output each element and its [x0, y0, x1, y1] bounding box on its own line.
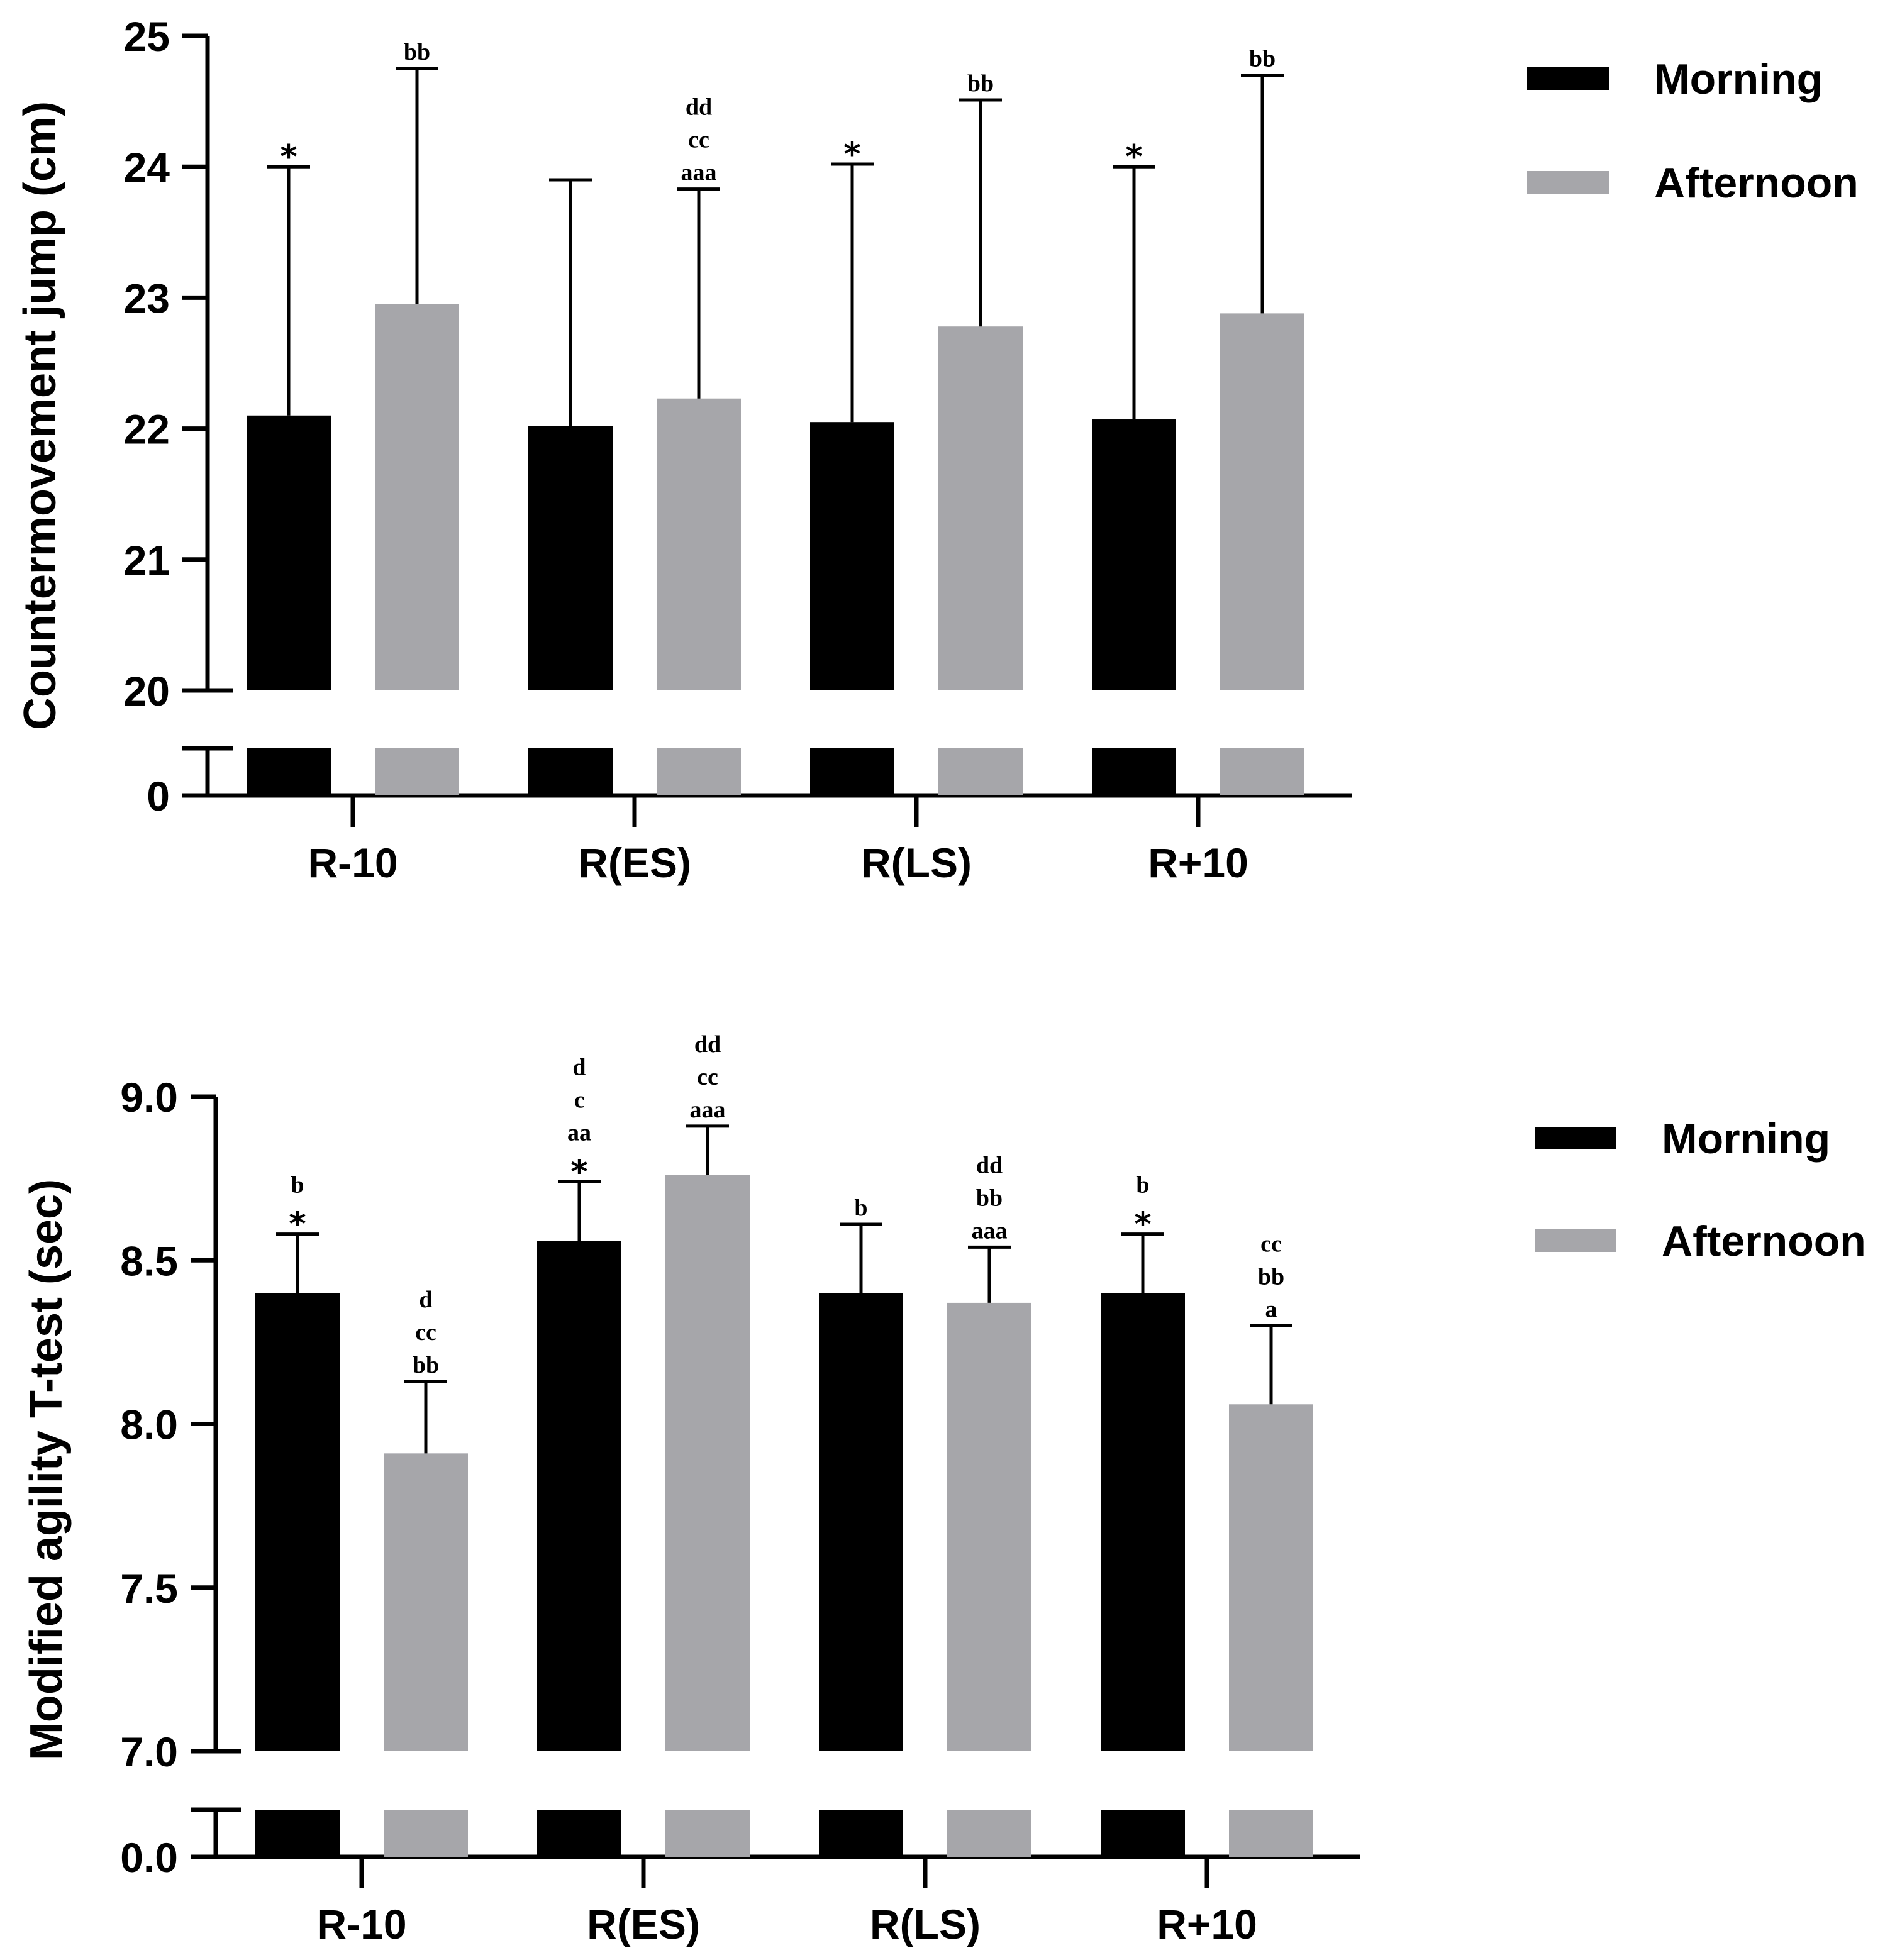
- significance-label: a: [1265, 1296, 1277, 1322]
- x-tick-label: R(LS): [861, 839, 972, 886]
- significance-label: b: [291, 1172, 304, 1199]
- significance-label: aaa: [972, 1217, 1008, 1244]
- bar-afternoon-lower-R(LS): [947, 1810, 1031, 1857]
- y-tick-label: 21: [124, 537, 170, 584]
- chart-1: 20 21 22 23 24 25 0 Countermovement jump (cm) * b…: [15, 13, 1859, 886]
- significance-label: cc: [1260, 1231, 1282, 1257]
- legend-label-morning: Morning: [1654, 55, 1823, 103]
- significance-label: bb: [404, 39, 430, 65]
- significance-label: *: [289, 1206, 306, 1244]
- significance-label: d: [419, 1287, 432, 1313]
- y-tick-label: 23: [124, 275, 170, 321]
- bar-afternoon-R(LS): [938, 326, 1023, 690]
- legend-label-morning: Morning: [1662, 1115, 1830, 1163]
- bar-afternoon-R-10: [384, 1453, 468, 1751]
- bar-afternoon-lower-R-10: [375, 748, 459, 795]
- bar-afternoon-lower-R+10: [1220, 748, 1304, 795]
- significance-label: bb: [976, 1185, 1003, 1211]
- x-tick-label: R-10: [308, 839, 397, 886]
- significance-label: aa: [567, 1119, 591, 1146]
- bar-morning-lower-R+10: [1092, 748, 1176, 795]
- significance-label: bb: [967, 70, 994, 97]
- significance-label: cc: [697, 1064, 718, 1090]
- bar-morning-lower-R(ES): [537, 1810, 621, 1857]
- bar-morning-R+10: [1101, 1293, 1185, 1751]
- y-tick-label: 8.5: [120, 1237, 178, 1284]
- bar-morning-lower-R+10: [1101, 1810, 1185, 1857]
- x-tick-label: R(LS): [870, 1901, 981, 1947]
- significance-label: c: [574, 1087, 585, 1113]
- significance-label: dd: [976, 1152, 1003, 1178]
- significance-label: b: [854, 1195, 867, 1221]
- bar-morning-R+10: [1092, 419, 1176, 690]
- significance-label: cc: [415, 1319, 436, 1346]
- significance-label: *: [280, 138, 297, 176]
- y-tick-label: 8.0: [120, 1402, 178, 1448]
- significance-label: dd: [694, 1031, 721, 1058]
- y-tick-label: 0: [147, 773, 170, 819]
- bar-morning-R(LS): [810, 422, 894, 690]
- significance-label: cc: [688, 127, 709, 153]
- y-tick-label: 7.5: [120, 1565, 178, 1612]
- significance-label: dd: [686, 94, 712, 121]
- bar-morning-lower-R-10: [255, 1810, 340, 1857]
- x-tick-label: R(ES): [587, 1901, 700, 1947]
- bar-morning-R(LS): [819, 1293, 903, 1751]
- x-tick-label: R-10: [316, 1901, 406, 1947]
- bar-afternoon-lower-R(ES): [665, 1810, 750, 1857]
- legend-label-afternoon: Afternoon: [1662, 1217, 1866, 1265]
- chart-2: 7.0 7.5 8.0 8.5 9.0 0.0 Modified agility T-tes…: [21, 1031, 1866, 1947]
- y-tick-label: 24: [124, 144, 170, 191]
- bar-morning-lower-R-10: [247, 748, 331, 795]
- significance-label: aaa: [681, 160, 717, 186]
- bar-morning-R(ES): [528, 426, 613, 690]
- legend-swatch-morning: [1535, 1127, 1616, 1149]
- significance-label: *: [1125, 138, 1142, 176]
- legend-swatch-afternoon: [1527, 171, 1609, 194]
- legend: Morning Afternoon: [1535, 1115, 1866, 1265]
- bar-afternoon-lower-R(LS): [938, 748, 1023, 795]
- bar-afternoon-R+10: [1220, 313, 1304, 690]
- bar-morning-R-10: [255, 1293, 340, 1751]
- bar-afternoon-R(LS): [947, 1302, 1031, 1751]
- y-tick-label: 0.0: [120, 1834, 178, 1881]
- legend-label-afternoon: Afternoon: [1654, 159, 1859, 207]
- bar-morning-R(ES): [537, 1241, 621, 1751]
- legend-swatch-afternoon: [1535, 1229, 1616, 1252]
- bar-afternoon-R+10: [1229, 1404, 1313, 1751]
- significance-label: aaa: [690, 1097, 726, 1123]
- y-tick-label: 25: [124, 13, 170, 60]
- x-tick-label: R+10: [1157, 1901, 1257, 1947]
- legend: Morning Afternoon: [1527, 55, 1859, 207]
- bar-afternoon-R-10: [375, 304, 459, 690]
- x-tick-label: R+10: [1148, 839, 1248, 886]
- bar-afternoon-lower-R(ES): [657, 748, 741, 795]
- y-tick-label: 7.0: [120, 1729, 178, 1775]
- x-tick-label: R(ES): [578, 839, 691, 886]
- significance-label: bb: [1249, 45, 1276, 72]
- significance-label: *: [1134, 1206, 1151, 1244]
- bar-morning-lower-R(ES): [528, 748, 613, 795]
- bar-afternoon-R(ES): [657, 398, 741, 690]
- bar-afternoon-lower-R+10: [1229, 1810, 1313, 1857]
- y-axis-title: Modified agility T-test (sec): [21, 1179, 72, 1760]
- bar-afternoon-lower-R-10: [384, 1810, 468, 1857]
- y-tick-label: 9.0: [120, 1074, 178, 1121]
- y-tick-label: 22: [124, 406, 170, 453]
- significance-label: b: [1136, 1172, 1149, 1199]
- significance-label: *: [570, 1153, 587, 1191]
- bar-morning-lower-R(LS): [819, 1810, 903, 1857]
- significance-label: d: [572, 1054, 586, 1080]
- legend-swatch-morning: [1527, 67, 1609, 90]
- y-tick-label: 20: [124, 668, 170, 714]
- significance-label: bb: [413, 1352, 439, 1378]
- bar-morning-R-10: [247, 415, 331, 690]
- bar-morning-lower-R(LS): [810, 748, 894, 795]
- significance-label: *: [843, 136, 860, 174]
- bar-afternoon-R(ES): [665, 1175, 750, 1751]
- y-axis-title: Countermovement jump (cm): [15, 101, 65, 730]
- significance-label: bb: [1258, 1263, 1284, 1290]
